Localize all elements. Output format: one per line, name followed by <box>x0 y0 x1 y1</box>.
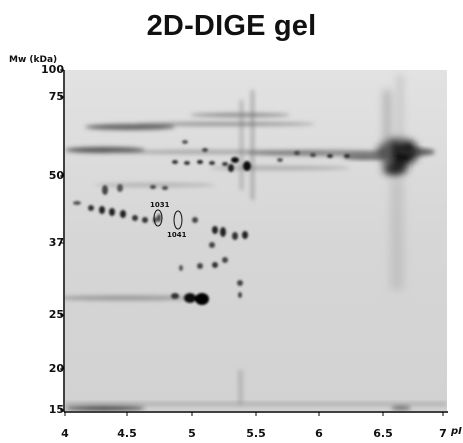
figure-title: 2D-DIGE gel <box>146 10 317 42</box>
y-tick-label-25: 25 <box>48 308 64 321</box>
y-tick-label-100: 100 <box>41 63 64 76</box>
y-tick-label-50: 50 <box>48 169 64 182</box>
y-tick-label-75: 75 <box>48 90 64 103</box>
x-tick-label-5-5: 5.5 <box>246 427 266 440</box>
spot-label-1031: 1031 <box>150 201 170 209</box>
x-tick-label-7: 7 <box>439 427 447 440</box>
gel-spots-image <box>55 70 447 411</box>
y-axis-label: Mw (kDa) <box>9 55 58 65</box>
spot-label-1041: 1041 <box>167 231 187 239</box>
x-tick-label-4-5: 4.5 <box>117 427 137 440</box>
y-tick-label-15: 15 <box>48 403 64 416</box>
x-tick-label-5: 5 <box>188 427 196 440</box>
spot-marker-1031 <box>153 209 163 227</box>
x-tick-label-6-5: 6.5 <box>373 427 393 440</box>
x-tick-label-4: 4 <box>61 427 69 440</box>
x-tick-label-6: 6 <box>315 427 323 440</box>
gel-image <box>55 70 447 411</box>
x-axis-unit: pI <box>451 426 462 437</box>
y-tick-label-20: 20 <box>48 362 64 375</box>
y-tick-label-37: 37 <box>48 236 64 249</box>
spot-marker-1041 <box>173 210 183 230</box>
